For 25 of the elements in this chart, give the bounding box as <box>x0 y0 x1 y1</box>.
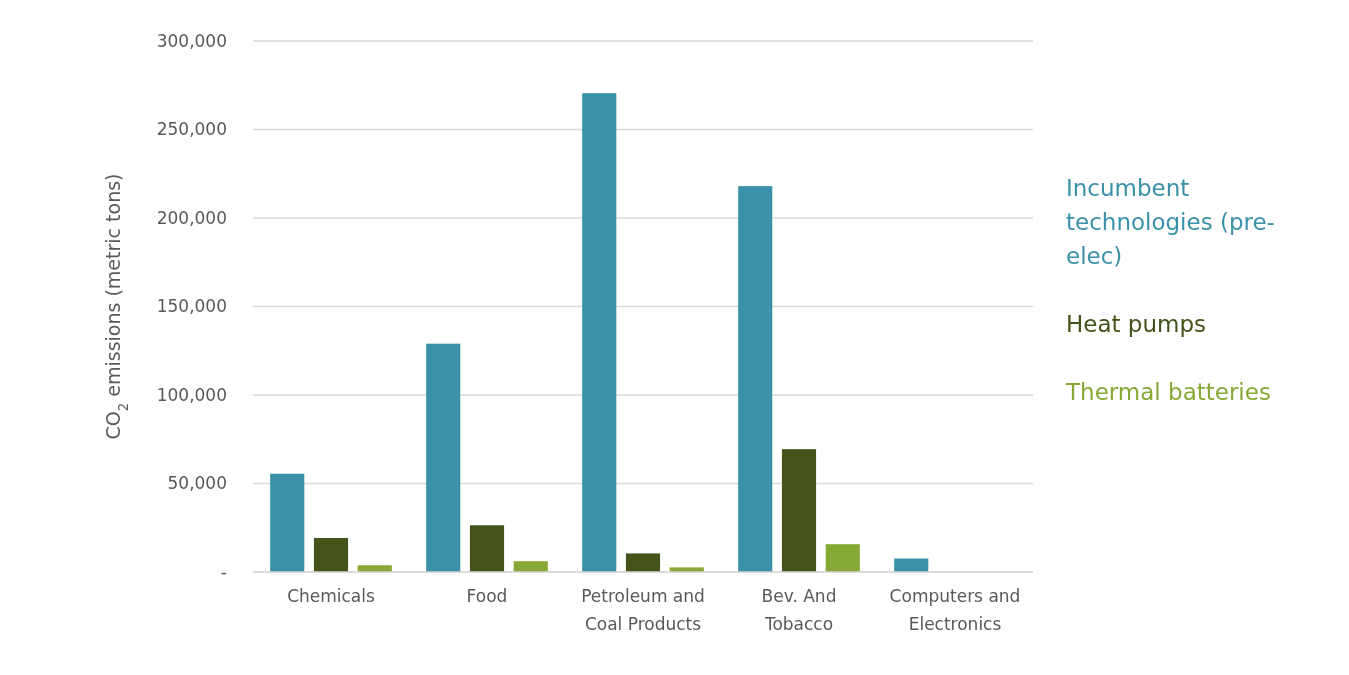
bar <box>825 544 860 572</box>
x-tick-label: Computers and Electronics <box>889 586 1021 634</box>
bar <box>469 525 505 572</box>
y-tick-label: 150,000 <box>156 296 227 317</box>
x-tick-label: Chemicals <box>287 586 376 606</box>
bar <box>426 343 461 572</box>
y-tick-label: 250,000 <box>156 119 227 140</box>
y-tick-label: - <box>220 561 227 582</box>
y-tick-label: 100,000 <box>156 384 227 405</box>
bar <box>313 538 349 572</box>
y-tick-label: 50,000 <box>167 473 227 494</box>
bar <box>625 553 661 572</box>
text: Heat pumps <box>1066 311 1207 337</box>
bar <box>513 561 548 572</box>
x-tick-label: Food <box>466 586 508 606</box>
x-tick-label: Bev. And Tobacco <box>761 586 837 634</box>
x-tick-label: Petroleum and Coal Products <box>581 586 705 634</box>
y-tick-label: 300,000 <box>156 30 227 51</box>
bar <box>738 186 773 572</box>
y-tick-label: 200,000 <box>156 207 227 228</box>
text: Incumbent technologies (pre-elec) <box>1066 175 1275 269</box>
text: Thermal batteries <box>1065 379 1271 405</box>
bar <box>270 473 305 572</box>
bar <box>781 449 817 572</box>
bar <box>582 93 617 572</box>
